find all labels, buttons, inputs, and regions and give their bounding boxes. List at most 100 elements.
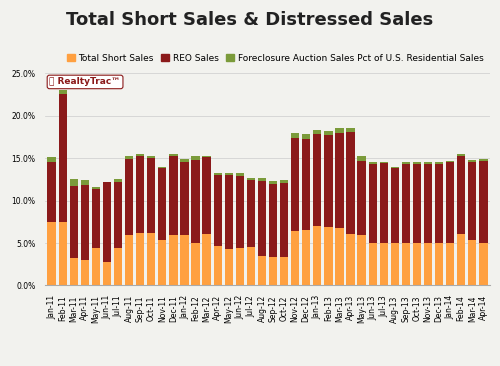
Bar: [280, 183, 288, 257]
Bar: [58, 94, 67, 222]
Bar: [224, 175, 233, 249]
Bar: [58, 222, 67, 285]
Bar: [457, 234, 466, 285]
Bar: [446, 163, 454, 243]
Bar: [147, 158, 156, 233]
Text: Ⓡ RealtyTrac™: Ⓡ RealtyTrac™: [50, 78, 120, 86]
Bar: [48, 163, 56, 222]
Bar: [380, 161, 388, 163]
Bar: [170, 235, 177, 285]
Bar: [336, 228, 344, 285]
Bar: [58, 90, 67, 94]
Bar: [192, 243, 200, 285]
Bar: [192, 160, 200, 243]
Bar: [80, 185, 89, 260]
Bar: [435, 243, 443, 285]
Bar: [413, 163, 421, 164]
Bar: [125, 159, 134, 235]
Bar: [358, 156, 366, 161]
Bar: [214, 173, 222, 175]
Bar: [446, 243, 454, 285]
Bar: [413, 164, 421, 243]
Bar: [158, 168, 166, 240]
Text: Total Short Sales & Distressed Sales: Total Short Sales & Distressed Sales: [66, 11, 434, 29]
Bar: [390, 243, 399, 285]
Bar: [92, 189, 100, 248]
Bar: [246, 247, 255, 285]
Bar: [236, 248, 244, 285]
Bar: [170, 156, 177, 235]
Bar: [324, 227, 332, 285]
Bar: [236, 173, 244, 176]
Bar: [390, 168, 399, 243]
Bar: [346, 132, 354, 234]
Bar: [313, 134, 322, 226]
Bar: [136, 154, 144, 156]
Bar: [346, 127, 354, 132]
Bar: [258, 181, 266, 256]
Bar: [435, 163, 443, 164]
Bar: [302, 139, 310, 230]
Bar: [446, 161, 454, 163]
Bar: [103, 182, 111, 262]
Bar: [92, 248, 100, 285]
Bar: [147, 233, 156, 285]
Bar: [70, 258, 78, 285]
Bar: [158, 167, 166, 168]
Bar: [258, 179, 266, 181]
Bar: [368, 163, 377, 164]
Bar: [180, 159, 188, 161]
Bar: [103, 262, 111, 285]
Bar: [269, 181, 277, 184]
Bar: [479, 159, 488, 161]
Bar: [402, 164, 410, 243]
Bar: [236, 176, 244, 248]
Bar: [269, 184, 277, 257]
Bar: [479, 161, 488, 243]
Bar: [192, 156, 200, 160]
Bar: [70, 186, 78, 258]
Bar: [70, 179, 78, 186]
Bar: [202, 157, 211, 234]
Bar: [202, 156, 211, 157]
Bar: [136, 233, 144, 285]
Bar: [48, 222, 56, 285]
Bar: [48, 157, 56, 163]
Bar: [258, 256, 266, 285]
Bar: [313, 130, 322, 134]
Bar: [402, 243, 410, 285]
Bar: [479, 243, 488, 285]
Bar: [346, 234, 354, 285]
Bar: [125, 235, 134, 285]
Bar: [246, 180, 255, 247]
Bar: [269, 257, 277, 285]
Bar: [457, 154, 466, 156]
Bar: [158, 240, 166, 285]
Bar: [368, 164, 377, 243]
Bar: [136, 156, 144, 233]
Bar: [358, 235, 366, 285]
Bar: [380, 163, 388, 243]
Bar: [302, 134, 310, 139]
Bar: [368, 243, 377, 285]
Bar: [435, 164, 443, 243]
Bar: [468, 160, 476, 161]
Bar: [280, 257, 288, 285]
Bar: [336, 128, 344, 132]
Bar: [170, 154, 177, 156]
Bar: [336, 132, 344, 228]
Legend: Total Short Sales, REO Sales, Foreclosure Auction Sales Pct of U.S. Residential : Total Short Sales, REO Sales, Foreclosur…: [63, 50, 487, 67]
Bar: [402, 163, 410, 164]
Bar: [302, 230, 310, 285]
Bar: [147, 156, 156, 158]
Bar: [424, 163, 432, 164]
Bar: [202, 234, 211, 285]
Bar: [291, 138, 300, 231]
Bar: [291, 231, 300, 285]
Bar: [424, 164, 432, 243]
Bar: [424, 243, 432, 285]
Bar: [214, 246, 222, 285]
Bar: [246, 178, 255, 180]
Bar: [358, 161, 366, 235]
Bar: [457, 156, 466, 234]
